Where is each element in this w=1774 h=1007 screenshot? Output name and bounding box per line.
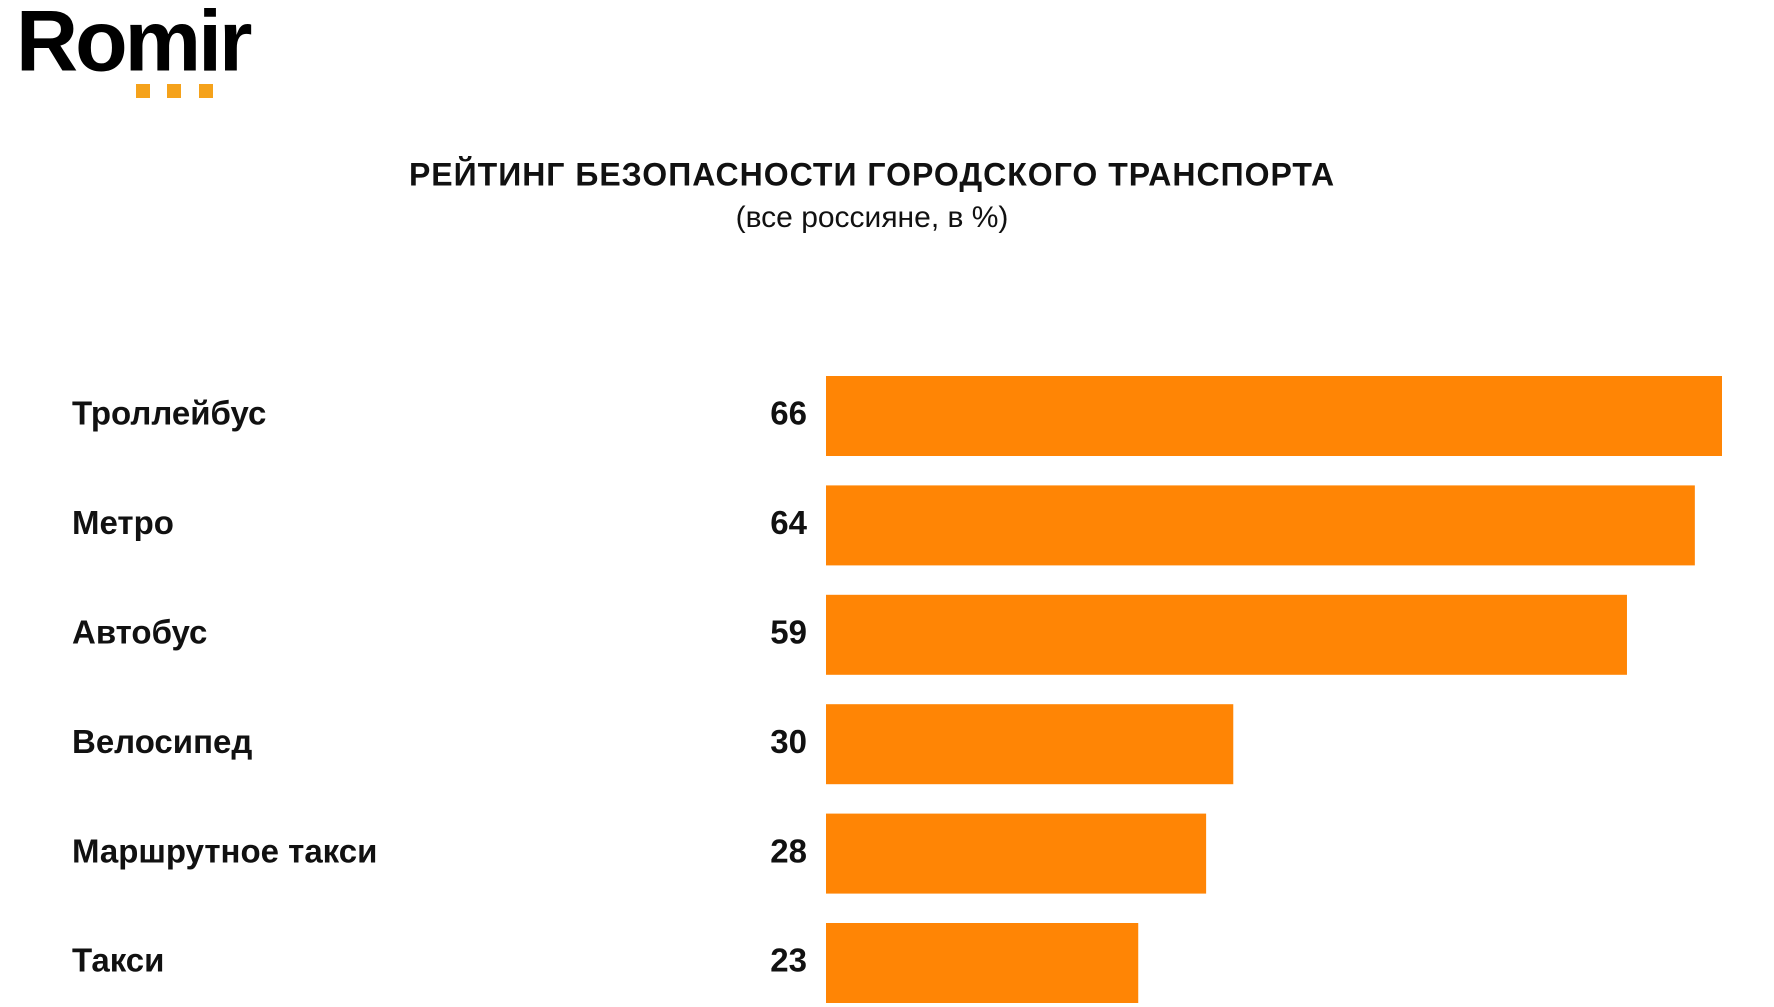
category-label: Троллейбус: [72, 395, 266, 432]
logo-dot: [167, 84, 181, 98]
category-label: Велосипед: [72, 723, 252, 760]
bar: [826, 485, 1695, 566]
bar: [826, 813, 1207, 894]
category-label: Метро: [72, 504, 174, 541]
bar: [826, 704, 1234, 785]
category-label: Такси: [72, 942, 164, 979]
value-label: 66: [770, 395, 807, 432]
logo-dot: [199, 84, 213, 98]
value-label: 59: [770, 614, 807, 651]
chart-subtitle: (все россияне, в %): [736, 201, 1009, 234]
value-label: 23: [770, 942, 807, 979]
category-label: Маршрутное такси: [72, 832, 377, 869]
bar: [826, 594, 1627, 675]
value-label: 30: [770, 723, 807, 760]
category-label: Автобус: [72, 614, 207, 651]
bar: [826, 923, 1139, 1003]
logo: Romir: [16, 0, 252, 90]
logo-dot: [136, 84, 150, 98]
bar: [826, 376, 1722, 456]
chart-title: РЕЙТИНГ БЕЗОПАСНОСТИ ГОРОДСКОГО ТРАНСПОР…: [409, 156, 1335, 192]
value-label: 28: [770, 832, 807, 869]
value-label: 64: [770, 504, 807, 541]
